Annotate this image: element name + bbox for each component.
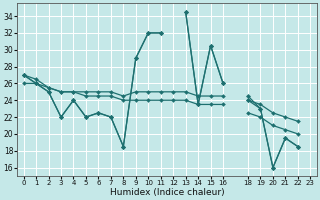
X-axis label: Humidex (Indice chaleur): Humidex (Indice chaleur) — [110, 188, 224, 197]
